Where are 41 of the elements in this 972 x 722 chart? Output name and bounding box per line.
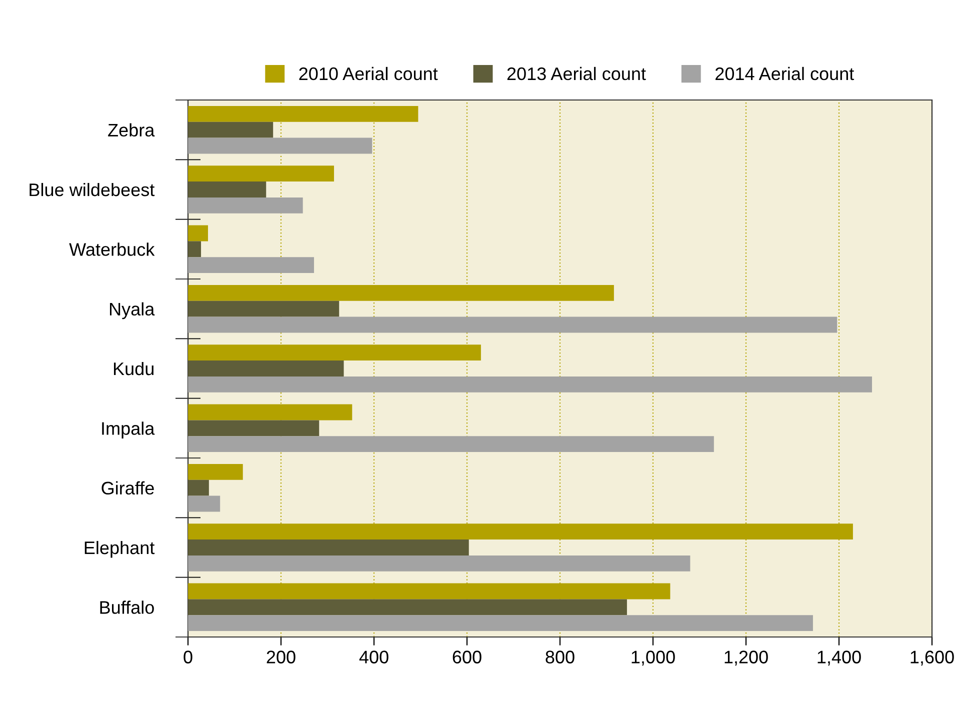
y-tick-label: Waterbuck xyxy=(69,242,155,256)
bar xyxy=(188,376,872,392)
bar xyxy=(188,300,340,317)
x-tick-label: 1,600 xyxy=(910,650,954,666)
x-tick-label: 200 xyxy=(266,650,296,664)
bar xyxy=(188,316,838,333)
y-tick-label: Blue wildebeest xyxy=(30,182,155,196)
bar xyxy=(188,197,303,214)
y-tick-label: Giraffe xyxy=(102,481,154,495)
y-tick-label: Elephant xyxy=(84,540,155,558)
y-tick-label: Buffalo xyxy=(100,600,154,614)
bar xyxy=(188,436,714,452)
bar xyxy=(188,480,209,496)
bar xyxy=(188,138,372,154)
bar xyxy=(188,420,320,436)
bar xyxy=(188,555,690,572)
x-tick-label: 1,400 xyxy=(818,650,861,666)
bar xyxy=(188,360,344,376)
y-tick-label: Impala xyxy=(102,422,155,438)
bar xyxy=(188,225,208,242)
bar xyxy=(188,122,274,138)
bar xyxy=(188,257,314,274)
x-tick-label: 1,200 xyxy=(724,650,768,666)
x-tick-label: 800 xyxy=(546,650,574,664)
x-tick-label: 400 xyxy=(359,650,388,664)
bar xyxy=(188,464,243,480)
x-tick-label: 0 xyxy=(184,650,192,664)
x-tick-label: 1,000 xyxy=(632,650,675,666)
bar xyxy=(188,540,469,556)
bar xyxy=(188,241,202,258)
legend-label: 2013 Aerial count xyxy=(507,66,646,80)
bar xyxy=(188,615,813,632)
legend-label: 2014 Aerial count xyxy=(716,66,854,80)
y-tick-label: Nyala xyxy=(110,302,155,320)
y-tick-label: Kudu xyxy=(114,362,154,376)
bar xyxy=(188,599,627,616)
bar xyxy=(188,496,220,512)
bar xyxy=(188,182,266,198)
legend-label: 2010 Aerial count xyxy=(299,66,438,80)
y-tick-label: Zebra xyxy=(108,123,155,137)
x-tick-label: 600 xyxy=(452,650,482,664)
